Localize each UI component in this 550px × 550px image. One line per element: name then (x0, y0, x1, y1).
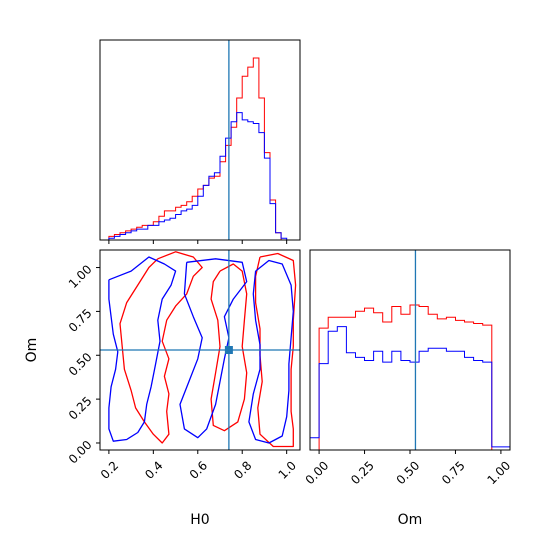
h0-om-contours (108, 251, 297, 448)
joint-panel-frame (99, 249, 301, 451)
om-marginal-x-ticks: 0.00 0.25 0.50 0.75 1.00 (303, 450, 513, 487)
h0-axis-label: H0 (190, 512, 209, 528)
om-marginal-frame (309, 249, 511, 451)
om-marginal-panel: 0.00 0.25 0.50 0.75 1.00 Om (303, 249, 513, 528)
h0-marginal-x-ticks (108, 240, 288, 244)
h0-marginal-panel (99, 39, 301, 244)
h0-marginal-frame (99, 39, 301, 241)
x-tick-label-4: 1.00 (484, 458, 513, 487)
joint-y-ticks: 0.00 0.25 0.50 0.75 1.00 (66, 262, 100, 466)
y-tick-label-0: 0.00 (66, 438, 95, 467)
contour-red-2 (254, 252, 297, 448)
y-tick-label-3: 0.75 (66, 306, 95, 335)
contour-blue-2 (248, 259, 294, 444)
x-tick-label-2: 0.50 (394, 458, 423, 487)
x-tick-label-1: 0.4 (142, 458, 165, 481)
x-tick-label-1: 0.25 (348, 458, 377, 487)
x-tick-label-2: 0.6 (187, 458, 210, 481)
y-tick-label-2: 0.50 (66, 350, 95, 379)
contour-blue-0 (108, 256, 177, 442)
contour-red-1 (210, 263, 248, 432)
h0-om-joint-panel: 0.2 0.4 0.6 0.8 1.0 0.000.250.500.751.00 H0 … (24, 249, 301, 528)
om-axis-label: Om (398, 512, 423, 528)
hist-series-red (108, 57, 287, 241)
hist-series-blue (108, 112, 288, 240)
contour-blue-1 (179, 258, 248, 439)
y-tick-label-4: 1.00 (66, 262, 95, 291)
om-histogram-series (309, 304, 511, 451)
h0-histogram-series (108, 57, 288, 241)
x-tick-label-3: 0.8 (231, 458, 254, 481)
truth-point (224, 346, 233, 354)
joint-x-ticks: 0.2 0.4 0.6 0.8 1.0 (98, 450, 299, 482)
x-tick-label-0: 0.2 (98, 458, 121, 481)
x-tick-label-4: 1.0 (276, 458, 299, 481)
contour-red-0 (119, 251, 203, 444)
y-tick-label-1: 0.25 (66, 394, 95, 423)
x-tick-label-0: 0.00 (303, 458, 332, 487)
hist-series-blue (309, 326, 511, 450)
x-tick-label-3: 0.75 (439, 458, 468, 487)
hist-series-red (310, 304, 510, 451)
om-axis-label-vertical: Om (24, 338, 40, 363)
